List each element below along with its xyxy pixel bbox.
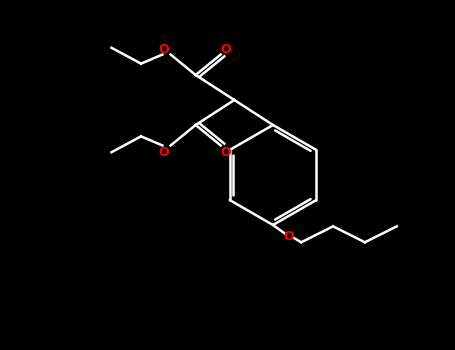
Text: O: O — [158, 43, 169, 56]
Text: O: O — [221, 43, 232, 56]
Text: O: O — [158, 146, 169, 159]
Text: O: O — [221, 146, 232, 159]
Text: O: O — [283, 230, 294, 243]
